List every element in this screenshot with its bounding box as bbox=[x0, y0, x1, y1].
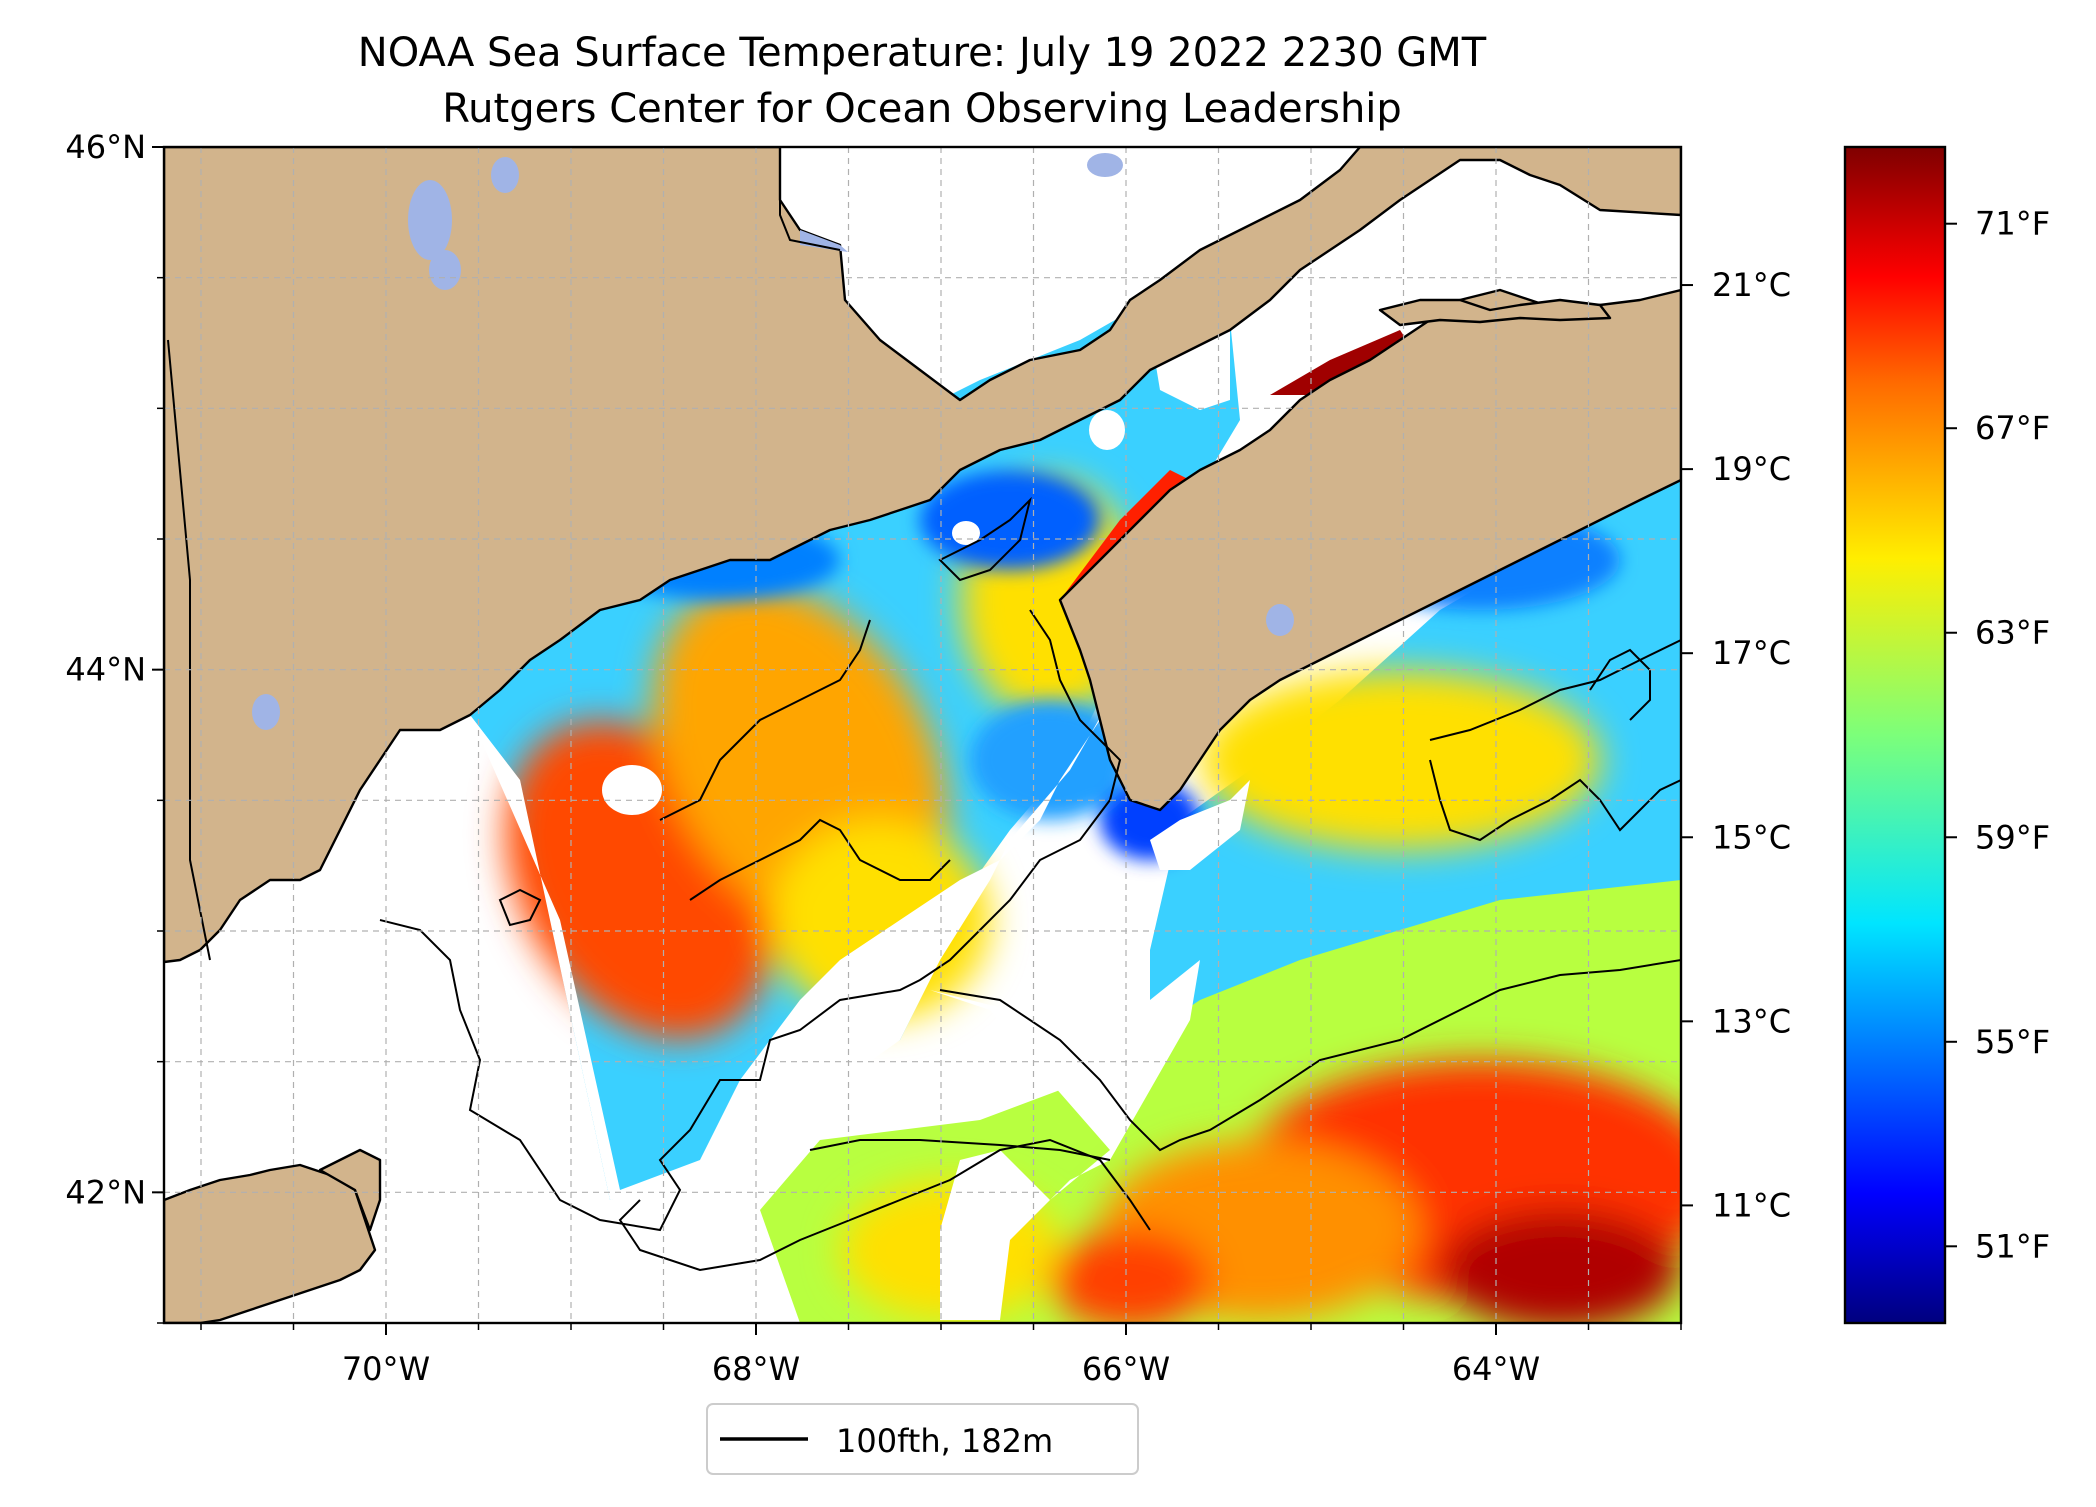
title-line-1: NOAA Sea Surface Temperature: July 19 20… bbox=[358, 30, 1487, 76]
lon-tick-label: 66°W bbox=[1082, 1350, 1170, 1388]
border-line-west bbox=[167, 339, 211, 961]
lake bbox=[491, 157, 519, 193]
legend: 100fth, 182m bbox=[706, 1403, 1139, 1475]
cloud-gap bbox=[602, 765, 662, 815]
isobath-contour bbox=[659, 619, 871, 821]
colorbar-celsius-axis: 21°C 19°C 17°C 15°C 13°C 11°C bbox=[1681, 266, 1791, 1224]
lake bbox=[252, 694, 280, 730]
land-cape-cod-hook bbox=[318, 1148, 382, 1232]
land bbox=[164, 147, 1681, 1323]
lake bbox=[429, 250, 461, 290]
colorbar-fahrenheit-axis: 71°F 67°F 63°F 59°F 55°F 51°F bbox=[1945, 205, 2050, 1265]
cloud-gap bbox=[1089, 410, 1125, 450]
isobath-contour bbox=[498, 888, 542, 927]
isobath-contour bbox=[689, 818, 951, 901]
title-line-2: Rutgers Center for Ocean Observing Leade… bbox=[442, 86, 1402, 132]
lake bbox=[408, 180, 452, 260]
colorbar-gradient bbox=[1843, 145, 1947, 1325]
fahrenheit-tick-label: 71°F bbox=[1975, 205, 2050, 243]
map-axes: 70°W 68°W 66°W 64°W 46°N 44°N 42°N bbox=[65, 128, 1682, 1388]
lat-tick-label: 44°N bbox=[65, 651, 146, 689]
isobath-contour bbox=[969, 609, 1122, 941]
lake bbox=[1266, 604, 1294, 636]
fahrenheit-tick-label: 67°F bbox=[1975, 409, 2050, 447]
grid-lines bbox=[164, 147, 1681, 1323]
map-area bbox=[164, 147, 1681, 1323]
fahrenheit-tick-label: 63°F bbox=[1975, 614, 2050, 652]
sst-warm-blob bbox=[1050, 1230, 1210, 1323]
isobath-contour bbox=[1429, 759, 1681, 842]
lakes bbox=[252, 153, 1294, 730]
isobath-contour bbox=[809, 1139, 1111, 1161]
celsius-tick-label: 21°C bbox=[1712, 266, 1791, 304]
isobath-contour bbox=[939, 959, 1681, 1152]
lon-tick-label: 64°W bbox=[1452, 1350, 1540, 1388]
lon-tick-label: 70°W bbox=[342, 1350, 430, 1388]
land-new-england bbox=[164, 147, 1681, 964]
cloud-gap bbox=[470, 640, 1130, 1200]
lake bbox=[800, 230, 848, 252]
lake bbox=[1087, 153, 1123, 177]
map-frame bbox=[162, 145, 1683, 1325]
border-line bbox=[779, 147, 841, 251]
fahrenheit-tick-label: 59°F bbox=[1975, 818, 2050, 856]
lat-tick-label: 46°N bbox=[65, 128, 146, 166]
celsius-tick-label: 13°C bbox=[1712, 1002, 1791, 1040]
celsius-tick-label: 17°C bbox=[1712, 634, 1791, 672]
cloud-gap bbox=[930, 960, 1200, 1320]
celsius-tick-label: 11°C bbox=[1712, 1186, 1791, 1224]
cloud-gap bbox=[1150, 780, 1250, 870]
sst-warm-blob bbox=[1200, 670, 1600, 850]
isobath-100fth bbox=[379, 496, 1681, 1272]
land-pei bbox=[1378, 298, 1612, 327]
celsius-tick-label: 15°C bbox=[1712, 818, 1791, 856]
sst-warm-blob bbox=[1440, 1210, 1680, 1323]
legend-box bbox=[706, 1403, 1139, 1475]
land-cape-cod bbox=[164, 1163, 377, 1323]
sst-field bbox=[470, 300, 1681, 1323]
legend-label: 100fth, 182m bbox=[836, 1422, 1053, 1460]
sst-minas-warm bbox=[1270, 330, 1410, 395]
colorbar: 21°C 19°C 17°C 15°C 13°C 11°C 71°F 67°F 63°F 59°… bbox=[1681, 145, 2050, 1325]
celsius-tick-label: 19°C bbox=[1712, 450, 1791, 488]
fahrenheit-tick-label: 55°F bbox=[1975, 1023, 2050, 1061]
lat-tick-label: 42°N bbox=[65, 1173, 146, 1211]
fahrenheit-tick-label: 51°F bbox=[1975, 1227, 2050, 1265]
isobath-contour bbox=[938, 496, 1032, 582]
isobath-contour bbox=[379, 919, 971, 1232]
land-nova-scotia bbox=[1058, 288, 1681, 812]
lon-tick-label: 68°W bbox=[712, 1350, 800, 1388]
isobath-contour bbox=[1589, 648, 1651, 721]
